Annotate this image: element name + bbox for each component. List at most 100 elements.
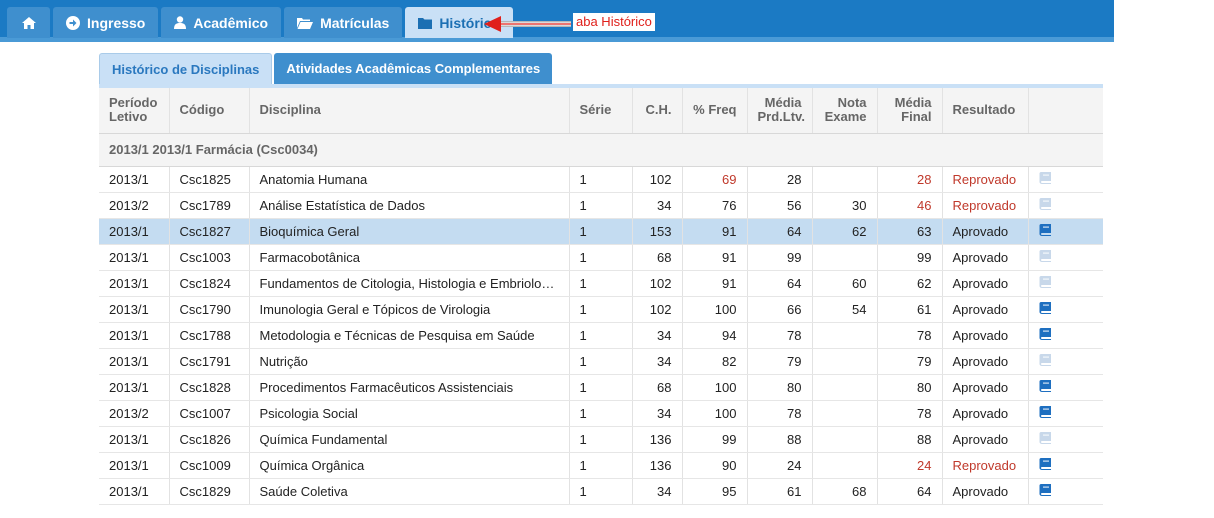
book-icon[interactable]	[1039, 250, 1052, 265]
cell-resultado: Aprovado	[942, 218, 1029, 245]
cell-resultado: Aprovado	[942, 426, 1029, 453]
cell-nota-exame: 30	[812, 192, 878, 219]
cell-media-final: 80	[877, 374, 943, 401]
book-icon[interactable]	[1039, 380, 1052, 395]
table-row[interactable]: 2013/1 Csc1826 Química Fundamental 1 136 99 88…	[99, 426, 1103, 453]
tab-academico-label: Acadêmico	[193, 14, 269, 31]
cell-media-prd: 64	[747, 270, 813, 297]
book-icon[interactable]	[1039, 432, 1052, 447]
tab-academico[interactable]: Acadêmico	[161, 7, 282, 38]
cell-ch: 34	[632, 322, 683, 349]
cell-nota-exame	[812, 322, 878, 349]
table-row[interactable]: 2013/1 Csc1827 Bioquímica Geral 1 153 91 64 62 6…	[99, 218, 1103, 245]
annotation-label: aba Histórico	[573, 13, 655, 31]
cell-actions	[1028, 478, 1103, 505]
header-codigo[interactable]: Código	[169, 88, 250, 134]
cell-nota-exame: 60	[812, 270, 878, 297]
table-row[interactable]: 2013/1 Csc1824 Fundamentos de Citologia, H…	[99, 270, 1103, 297]
tab-matriculas-label: Matrículas	[320, 14, 390, 31]
cell-periodo: 2013/1	[99, 374, 170, 401]
cell-disciplina: Farmacobotânica	[249, 244, 570, 271]
cell-media-final: 78	[877, 400, 943, 427]
book-icon[interactable]	[1039, 406, 1052, 421]
cell-ch: 102	[632, 270, 683, 297]
cell-disciplina: Saúde Coletiva	[249, 478, 570, 505]
cell-codigo: Csc1790	[169, 296, 250, 323]
cell-nota-exame: 54	[812, 296, 878, 323]
cell-serie: 1	[569, 322, 633, 349]
table-row[interactable]: 2013/1 Csc1790 Imunologia Geral e Tópicos …	[99, 296, 1103, 323]
cell-ch: 34	[632, 192, 683, 219]
header-disciplina[interactable]: Disciplina	[249, 88, 570, 134]
subtab-historico-disciplinas[interactable]: Histórico de Disciplinas	[99, 53, 273, 84]
cell-media-final: 62	[877, 270, 943, 297]
table-header-row: Período Letivo Código Disciplina Série C.…	[99, 88, 1103, 134]
cell-periodo: 2013/1	[99, 322, 170, 349]
cell-ch: 136	[632, 426, 683, 453]
tab-ingresso-label: Ingresso	[87, 14, 146, 31]
tab-home[interactable]	[7, 7, 50, 38]
table-row[interactable]: 2013/1 Csc1788 Metodologia e Técnicas de P…	[99, 322, 1103, 349]
book-icon[interactable]	[1039, 458, 1052, 473]
cell-serie: 1	[569, 296, 633, 323]
cell-ch: 153	[632, 218, 683, 245]
tab-historico-label: Histórico	[439, 14, 500, 31]
cell-periodo: 2013/2	[99, 400, 170, 427]
header-periodo[interactable]: Período Letivo	[99, 88, 170, 134]
cell-resultado: Aprovado	[942, 400, 1029, 427]
folder-open-icon	[297, 17, 314, 29]
tab-matriculas[interactable]: Matrículas	[284, 7, 403, 38]
cell-actions	[1028, 348, 1103, 375]
book-icon[interactable]	[1039, 302, 1052, 317]
cell-media-final: 64	[877, 478, 943, 505]
main-nav: Ingresso Acadêmico Matrículas Histórico	[7, 7, 516, 38]
cell-nota-exame	[812, 400, 878, 427]
header-resultado[interactable]: Resultado	[942, 88, 1029, 134]
book-icon[interactable]	[1039, 198, 1052, 213]
header-nota-exame[interactable]: Nota Exame	[812, 88, 878, 134]
book-icon[interactable]	[1039, 224, 1052, 239]
book-icon[interactable]	[1039, 328, 1052, 343]
table-row[interactable]: 2013/2 Csc1007 Psicologia Social 1 34 100 78 78…	[99, 400, 1103, 427]
cell-media-prd: 64	[747, 218, 813, 245]
cell-media-final: 28	[877, 166, 943, 193]
cell-serie: 1	[569, 244, 633, 271]
table-row[interactable]: 2013/1 Csc1009 Química Orgânica 1 136 90 24 24 R…	[99, 452, 1103, 479]
cell-actions	[1028, 400, 1103, 427]
tab-ingresso[interactable]: Ingresso	[53, 7, 159, 38]
cell-serie: 1	[569, 452, 633, 479]
cell-freq: 100	[682, 296, 748, 323]
cell-resultado: Aprovado	[942, 478, 1029, 505]
cell-periodo: 2013/1	[99, 478, 170, 505]
cell-media-prd: 78	[747, 322, 813, 349]
group-row: 2013/1 2013/1 Farmácia (Csc0034)	[99, 133, 1103, 167]
header-media-final[interactable]: Média Final	[877, 88, 943, 134]
cell-media-final: 46	[877, 192, 943, 219]
cell-codigo: Csc1789	[169, 192, 250, 219]
header-ch[interactable]: C.H.	[632, 88, 683, 134]
header-media-prd[interactable]: Média Prd.Ltv.	[747, 88, 813, 134]
home-icon	[21, 16, 36, 29]
header-freq[interactable]: % Freq	[682, 88, 748, 134]
cell-serie: 1	[569, 270, 633, 297]
cell-nota-exame: 62	[812, 218, 878, 245]
table-row[interactable]: 2013/1 Csc1003 Farmacobotânica 1 68 91 99 99 Apr…	[99, 244, 1103, 271]
book-icon[interactable]	[1039, 354, 1052, 369]
subtab-atividades-complementares[interactable]: Atividades Acadêmicas Complementares	[274, 53, 553, 84]
table-row[interactable]: 2013/1 Csc1825 Anatomia Humana 1 102 69 28 28 Re…	[99, 166, 1103, 193]
cell-resultado: Reprovado	[942, 166, 1029, 193]
table-row[interactable]: 2013/1 Csc1829 Saúde Coletiva 1 34 95 61 68 64 Ap…	[99, 478, 1103, 505]
cell-nota-exame	[812, 166, 878, 193]
cell-actions	[1028, 296, 1103, 323]
header-actions	[1028, 88, 1103, 134]
cell-freq: 82	[682, 348, 748, 375]
book-icon[interactable]	[1039, 484, 1052, 499]
table-row[interactable]: 2013/1 Csc1791 Nutrição 1 34 82 79 79 Aprovado	[99, 348, 1103, 375]
table-row[interactable]: 2013/2 Csc1789 Análise Estatística de Dado…	[99, 192, 1103, 219]
header-serie[interactable]: Série	[569, 88, 633, 134]
book-icon[interactable]	[1039, 276, 1052, 291]
cell-actions	[1028, 426, 1103, 453]
historico-table: Período Letivo Código Disciplina Série C.…	[99, 88, 1103, 505]
book-icon[interactable]	[1039, 172, 1052, 187]
table-row[interactable]: 2013/1 Csc1828 Procedimentos Farmacêuticos…	[99, 374, 1103, 401]
